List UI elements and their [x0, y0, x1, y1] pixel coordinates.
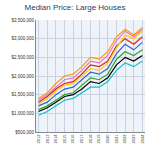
svg-text:2018: 2018	[88, 134, 93, 144]
svg-text:2017: 2017	[79, 134, 84, 144]
svg-text:2021: 2021	[114, 134, 119, 144]
svg-text:2020: 2020	[105, 134, 110, 144]
svg-text:2016: 2016	[71, 134, 76, 144]
svg-text:Median Price: Large Houses: Median Price: Large Houses	[25, 3, 126, 12]
svg-text:$2,500,000: $2,500,000	[12, 55, 35, 60]
svg-text:2024: 2024	[140, 134, 145, 144]
svg-text:2015: 2015	[62, 134, 67, 144]
svg-text:2012: 2012	[36, 134, 41, 144]
svg-text:$2,000,000: $2,000,000	[12, 74, 35, 79]
svg-text:$500,000: $500,000	[15, 130, 34, 135]
svg-text:2013: 2013	[45, 134, 50, 144]
svg-text:2023: 2023	[131, 134, 136, 144]
svg-text:2022: 2022	[122, 134, 127, 144]
svg-text:$3,500,000: $3,500,000	[12, 18, 35, 23]
svg-text:$1,500,000: $1,500,000	[12, 92, 35, 97]
svg-text:2014: 2014	[53, 134, 58, 144]
svg-text:2019: 2019	[96, 134, 101, 144]
svg-text:$3,000,000: $3,000,000	[12, 36, 35, 41]
svg-text:$1,000,000: $1,000,000	[12, 111, 35, 116]
